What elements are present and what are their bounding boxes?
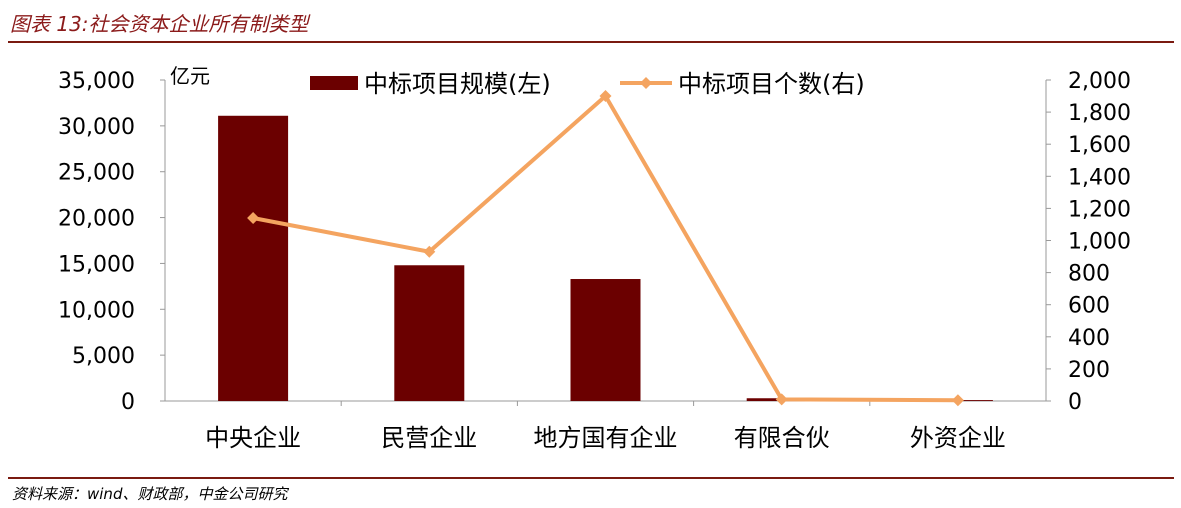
bar <box>218 115 289 402</box>
right-tick-label: 1,400 <box>1068 165 1131 190</box>
legend-line-marker <box>640 77 652 89</box>
bar <box>570 279 641 401</box>
source-note: 资料来源：wind、财政部，中金公司研究 <box>12 485 288 503</box>
left-tick-label: 20,000 <box>58 207 135 232</box>
legend-bar-label: 中标项目规模(左) <box>364 70 551 98</box>
right-tick-label: 1,200 <box>1068 197 1131 222</box>
line-point <box>423 245 436 258</box>
right-tick-label: 400 <box>1068 326 1110 351</box>
line-point <box>599 90 612 103</box>
line-point <box>247 212 260 225</box>
top-rule <box>8 41 1174 43</box>
combo-chart: 35,000 30,000 25,000 20,000 15,000 10,000 5,00… <box>58 64 1131 452</box>
x-tick-label: 中央企业 <box>205 424 301 452</box>
line-point <box>775 393 788 406</box>
bar-series <box>218 115 993 402</box>
x-tick-label: 有限合伙 <box>734 424 830 452</box>
bar <box>394 265 465 401</box>
right-tick-label: 1,000 <box>1068 230 1131 255</box>
legend-line-label: 中标项目个数(右) <box>678 70 865 98</box>
x-tick-label: 民营企业 <box>381 424 477 452</box>
right-tick-label: 0 <box>1068 390 1082 415</box>
axes: 35,000 30,000 25,000 20,000 15,000 10,000 5,00… <box>58 69 1131 452</box>
left-tick-label: 10,000 <box>58 298 135 323</box>
left-tick-label: 35,000 <box>58 69 135 94</box>
right-tick-label: 2,000 <box>1068 69 1131 94</box>
right-tick-label: 1,800 <box>1068 101 1131 126</box>
left-tick-label: 25,000 <box>58 161 135 186</box>
legend: 中标项目规模(左) 中标项目个数(右) <box>310 70 865 98</box>
line-series <box>247 90 964 407</box>
x-tick-label: 外资企业 <box>910 424 1006 452</box>
x-tick-label: 地方国有企业 <box>534 424 678 452</box>
left-tick-label: 30,000 <box>58 115 135 140</box>
legend-bar-swatch <box>310 76 358 90</box>
left-tick-label: 5,000 <box>72 344 135 369</box>
left-tick-label: 15,000 <box>58 252 135 277</box>
bottom-rule <box>8 477 1174 479</box>
right-tick-label: 200 <box>1068 358 1110 383</box>
line-point <box>951 394 964 407</box>
left-axis-unit: 亿元 <box>170 64 210 88</box>
figure-title: 图表 13:社会资本企业所有制类型 <box>10 12 309 36</box>
right-tick-label: 1,600 <box>1068 133 1131 158</box>
left-tick-label: 0 <box>121 390 135 415</box>
right-tick-label: 600 <box>1068 294 1110 319</box>
right-tick-label: 800 <box>1068 262 1110 287</box>
